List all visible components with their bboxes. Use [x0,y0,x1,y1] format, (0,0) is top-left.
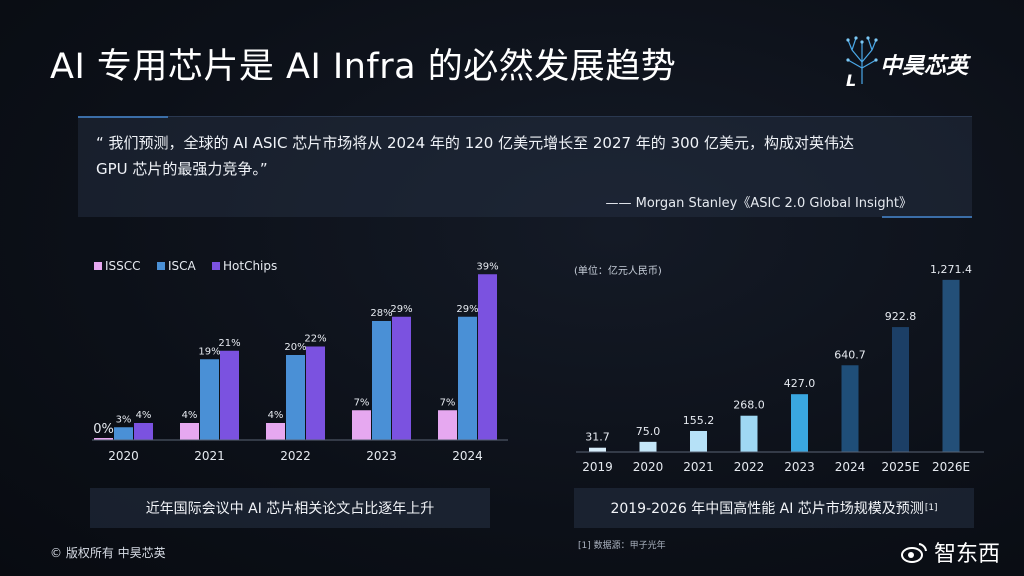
bar-hotchips-2022 [306,346,325,440]
x-tick-2023: 2023 [366,449,397,463]
data-label-2023: 427.0 [784,377,816,390]
x-tick-2023: 2023 [784,460,815,474]
bar-isca-2023 [372,321,391,440]
x-tick-2019: 2019 [582,460,613,474]
data-label-isscc-2020: 0% [93,422,114,437]
bar-2020 [639,441,657,452]
bar-isscc-2021 [180,423,199,440]
logo-text: 中昊芯英 [880,54,969,79]
bar-isca-2020 [114,427,133,440]
x-tick-2025E: 2025E [881,460,919,474]
papers-ratio-chart: ISSCC ISCA HotChips 0%3% 4% 4% 19%21% 4% 20%22%… [92,259,508,463]
legend-swatch-hotchips [212,262,220,270]
copyright: © 版权所有 中昊芯英 [50,546,166,560]
bar-hotchips-2023 [392,316,411,440]
x-tick-2024: 2024 [452,449,483,463]
bar-2021 [690,430,707,452]
bar-2022 [740,415,758,452]
data-label-isca-2022: 20% [284,342,306,353]
bar-isca-2024 [458,316,477,440]
legend-label-isca: ISCA [168,259,197,273]
data-label-2020: 75.0 [636,425,661,438]
quote-source: —— Morgan Stanley《ASIC 2.0 Global Insigh… [605,196,912,211]
data-label-isca-2021: 19% [198,346,220,357]
bar-hotchips-2020 [134,423,153,440]
bar-hotchips-2024 [478,274,497,440]
chart-left-caption: 近年国际会议中 AI 芯片相关论文占比逐年上升 [90,488,490,528]
unit-label: (单位：亿元人民币) [574,266,662,277]
bar-2024 [841,365,859,452]
quote-box [78,116,972,218]
company-logo: L 中昊芯英 [840,30,1000,90]
data-label-2019: 31.7 [585,431,610,444]
page-title: AI 专用芯片是 AI Infra 的必然发展趋势 [50,47,677,87]
data-label-isca-2020: 3% [116,414,132,425]
x-tick-2022: 2022 [280,449,311,463]
data-label-2021: 155.2 [683,414,715,427]
data-label-2022: 268.0 [733,399,765,412]
data-label-isscc-2024: 7% [440,397,456,408]
quote-text: “ 我们预测，全球的 AI ASIC 芯片市场将从 2024 年的 120 亿美… [96,134,854,178]
data-label-hotchips-2021: 21% [218,338,240,349]
data-label-2026E: 1,271.4 [930,263,972,276]
data-label-2024: 640.7 [834,348,866,361]
chart-right-title: 2019-2026 年中国高性能 AI 芯片市场规模及预测 [610,501,924,517]
watermark-text: 智东西 [934,542,1001,567]
bar-isscc-2023 [352,410,371,440]
bar-2023 [791,394,808,452]
x-tick-2020: 2020 [633,460,664,474]
watermark: 智东西 [900,536,1000,568]
bar-isca-2021 [200,359,219,440]
data-label-isscc-2021: 4% [182,410,198,421]
legend-swatch-isscc [94,262,102,270]
footnote: [1] 数据源：甲子光年 [578,541,666,551]
data-label-hotchips-2020: 4% [136,410,152,421]
data-label-hotchips-2023: 29% [390,304,412,315]
data-label-isca-2024: 29% [456,304,478,315]
data-label-hotchips-2024: 39% [476,261,498,272]
chart-right-caption: 2019-2026 年中国高性能 AI 芯片市场规模及预测 [1] [574,488,974,528]
weibo-icon [901,543,927,563]
x-tick-2020: 2020 [108,449,139,463]
data-label-isscc-2023: 7% [354,397,370,408]
chip-tree-icon: L [846,36,878,88]
data-label-2025E: 922.8 [885,310,917,323]
x-tick-2026E: 2026E [932,460,970,474]
bar-2025E [892,327,909,452]
x-tick-2021: 2021 [194,449,225,463]
data-label-isscc-2022: 4% [268,410,284,421]
legend-swatch-isca [157,262,165,270]
data-label-isca-2023: 28% [370,308,392,319]
x-tick-2022: 2022 [734,460,765,474]
bar-2026E [942,279,960,452]
bar-isca-2022 [286,355,305,440]
market-size-chart: 31.7 75.0 155.2 268.0 427.0 640.7 922.8 1,271.4… [576,263,984,474]
bar-hotchips-2021 [220,350,239,440]
data-label-hotchips-2022: 22% [304,334,326,345]
chart-legend: ISSCC ISCA HotChips [94,259,277,273]
legend-label-hotchips: HotChips [223,259,277,273]
x-tick-2021: 2021 [683,460,714,474]
bar-2019 [589,447,606,452]
svg-text:L: L [846,71,856,88]
bar-isscc-2022 [266,423,285,440]
bar-isscc-2020 [94,438,113,440]
x-tick-2024: 2024 [835,460,866,474]
bar-isscc-2024 [438,410,457,440]
title-footnote-ref: [1] [924,503,938,513]
legend-label-isscc: ISSCC [105,259,141,273]
